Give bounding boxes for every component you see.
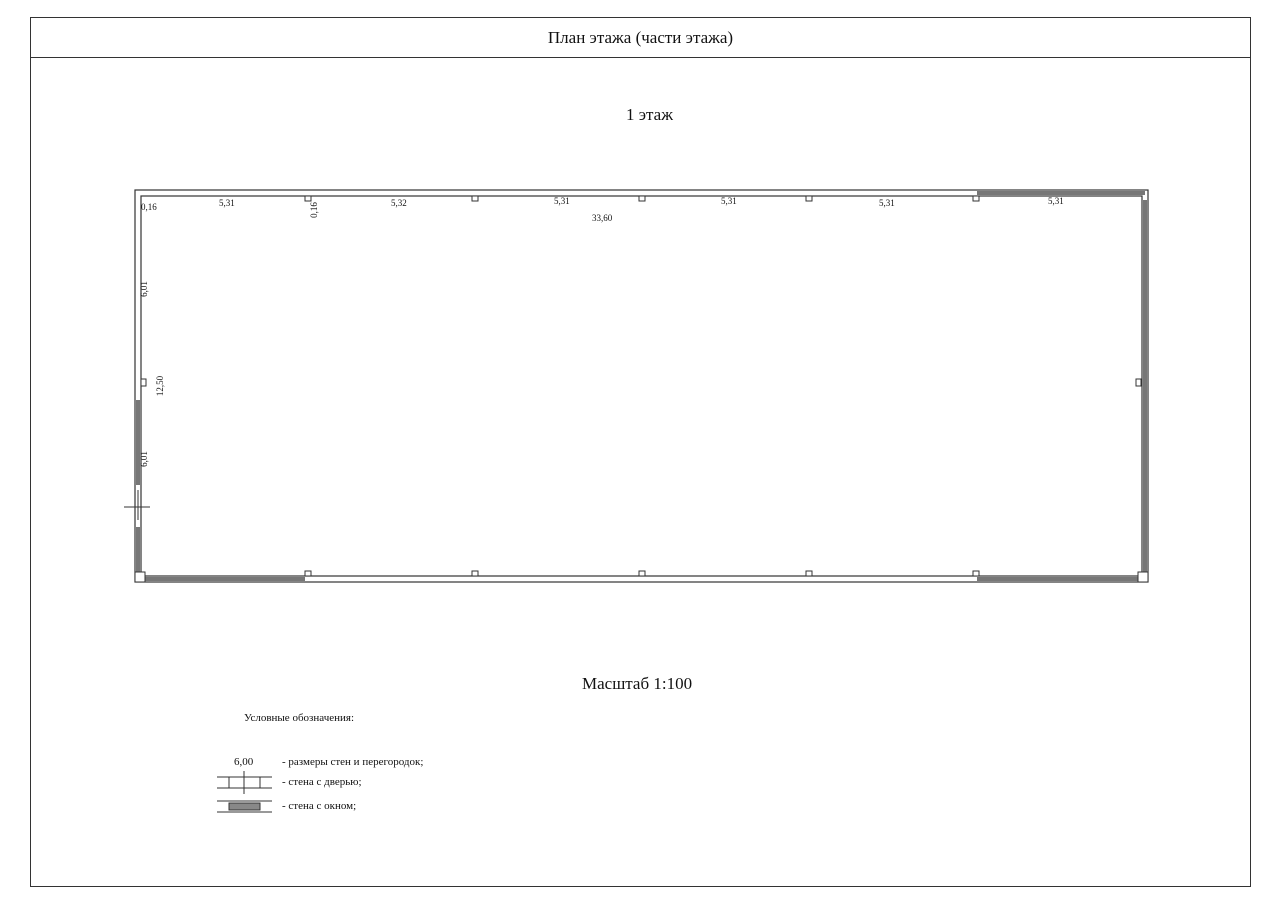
legend-item-text: - стена с окном; <box>282 800 357 812</box>
corner-column <box>1137 571 1149 583</box>
inner-wall <box>140 195 1143 577</box>
column-notch <box>972 570 980 577</box>
window-wall-symbol <box>217 800 272 813</box>
column-notch <box>471 195 479 202</box>
column-notch <box>1135 378 1142 387</box>
legend-title: Условные обозначения: <box>244 712 355 724</box>
dim-top: 5,32 <box>391 198 407 208</box>
corner-column <box>134 571 146 583</box>
page-title: План этажа (части этажа) <box>31 18 1250 58</box>
legend-symbol-dimension: 6,00 <box>234 756 254 768</box>
dim-total-length: 33,60 <box>592 213 613 223</box>
column-notch <box>471 570 479 577</box>
door-wall-symbol <box>217 771 272 794</box>
column-notch <box>304 195 312 202</box>
dim-total-width: 12,50 <box>155 375 166 397</box>
column-notch <box>972 195 980 202</box>
dim-top: 5,31 <box>1048 196 1064 206</box>
column-notch <box>638 195 646 202</box>
column-notch <box>304 570 312 577</box>
legend-item-text: - стена с дверью; <box>282 776 362 788</box>
scale-label: Масштаб 1:100 <box>582 674 693 693</box>
dim-top: 5,31 <box>219 198 235 208</box>
dim-left: 6,01 <box>138 451 149 467</box>
column-notch <box>140 378 147 387</box>
dim-wall-thickness: 0,16 <box>141 202 157 212</box>
dim-top: 5,31 <box>554 196 570 206</box>
column-notch <box>805 570 813 577</box>
dim-top: 5,31 <box>879 198 895 208</box>
dim-top: 5,31 <box>721 196 737 206</box>
column-notch <box>805 195 813 202</box>
drawing-frame: План этажа (части этажа) <box>30 17 1251 887</box>
outer-wall <box>134 189 1149 583</box>
floor-label: 1 этаж <box>626 105 673 124</box>
dim-left: 6,01 <box>138 281 149 297</box>
legend-item-text: - размеры стен и перегородок; <box>282 756 424 768</box>
column-notch <box>638 570 646 577</box>
dim-wall-thickness: 0,16 <box>308 202 319 218</box>
